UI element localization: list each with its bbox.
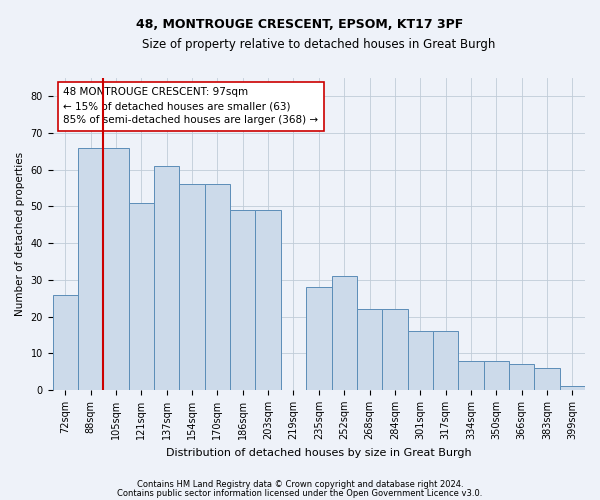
Bar xyxy=(332,276,357,390)
Text: 48 MONTROUGE CRESCENT: 97sqm
← 15% of detached houses are smaller (63)
85% of se: 48 MONTROUGE CRESCENT: 97sqm ← 15% of de… xyxy=(63,88,319,126)
X-axis label: Distribution of detached houses by size in Great Burgh: Distribution of detached houses by size … xyxy=(166,448,472,458)
Bar xyxy=(256,210,281,390)
Title: Size of property relative to detached houses in Great Burgh: Size of property relative to detached ho… xyxy=(142,38,496,51)
Bar xyxy=(179,184,205,390)
Text: 48, MONTROUGE CRESCENT, EPSOM, KT17 3PF: 48, MONTROUGE CRESCENT, EPSOM, KT17 3PF xyxy=(136,18,464,30)
Bar xyxy=(103,148,129,390)
Bar xyxy=(382,309,407,390)
Bar xyxy=(205,184,230,390)
Bar xyxy=(560,386,585,390)
Bar xyxy=(535,368,560,390)
Bar xyxy=(154,166,179,390)
Text: Contains HM Land Registry data © Crown copyright and database right 2024.: Contains HM Land Registry data © Crown c… xyxy=(137,480,463,489)
Bar xyxy=(407,331,433,390)
Bar xyxy=(129,203,154,390)
Text: Contains public sector information licensed under the Open Government Licence v3: Contains public sector information licen… xyxy=(118,488,482,498)
Bar xyxy=(357,309,382,390)
Bar xyxy=(433,331,458,390)
Bar xyxy=(306,287,332,390)
Y-axis label: Number of detached properties: Number of detached properties xyxy=(15,152,25,316)
Bar xyxy=(484,360,509,390)
Bar xyxy=(230,210,256,390)
Bar xyxy=(458,360,484,390)
Bar xyxy=(509,364,535,390)
Bar xyxy=(78,148,103,390)
Bar xyxy=(53,294,78,390)
